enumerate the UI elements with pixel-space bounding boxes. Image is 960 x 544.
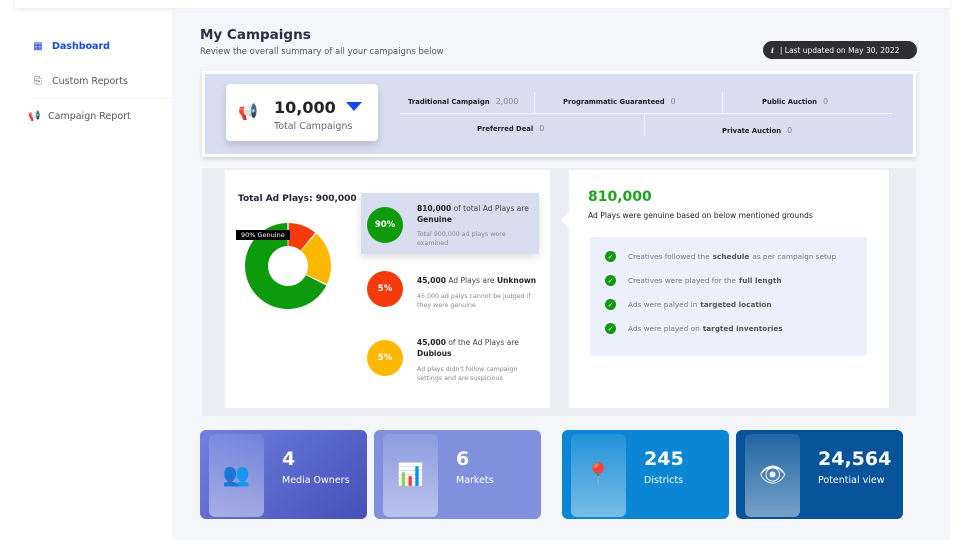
donut-tooltip: 90% Genuine [236,230,290,240]
unknown-percent-badge: 5% [367,271,403,307]
donut-segment-genuine[interactable] [245,223,327,309]
top-bar [15,0,950,8]
sidebar: ▦ Dashboard ⎘ Custom Reports 📢 Campaign Rep… [15,14,170,544]
megaphone-icon: 📢 [28,110,41,122]
stat-programmatic-guaranteed: Programmatic Guaranteed 0 [563,97,676,106]
genuine-description: Ad Plays were genuine based on below men… [588,211,813,220]
donut-segment-unknown[interactable] [288,223,316,251]
eye-icon: 👁 [745,434,800,517]
total-campaigns-value: 10,000 [274,98,336,117]
check-icon: ✓ [605,251,616,262]
info-icon: i [771,45,774,55]
check-icon: ✓ [605,275,616,286]
ground-item: ✓ Ads were palyed in targeted location [605,299,775,310]
genuine-percent-badge: 90% [367,207,403,243]
divider [722,92,723,113]
unknown-desc: 45,000 ad palys cannot be judged if they… [417,293,531,309]
ground-item: ✓ Creatives were played for the full lengt… [605,275,785,286]
ad-plays-donut [245,223,331,309]
page-title: My Campaigns [200,27,311,43]
grid-icon: ▦ [33,40,43,52]
ground-item: ✓ Ads were played on targted inventories [605,323,786,334]
total-ad-plays: Total Ad Plays: 900,000 [238,194,357,204]
unknown-text: 45,000 Ad Plays are Unknown [417,276,537,285]
sidebar-item-dashboard[interactable]: ▦ Dashboard [33,40,110,52]
grounds-list: ✓ Creatives followed the schedule as per ca… [590,237,867,356]
last-updated-badge: i | Last updated on May 30, 2022 [763,41,917,59]
check-icon: ✓ [605,299,616,310]
dropdown-arrow-icon[interactable] [346,102,362,111]
pointer-notch [561,212,569,228]
total-campaigns-card: 📢 10,000 Total Campaigns [226,84,378,141]
divider [400,113,892,114]
stat-private-auction: Private Auction 0 [722,126,793,135]
people-icon: 👥 [209,434,264,517]
media-owners-card[interactable]: 👥 4 Media Owners [200,430,367,519]
stat-public-auction: Public Auction 0 [762,97,829,106]
stat-traditional-campaign: Traditional Campaign 2,000 [408,97,519,106]
megaphone-icon: 📢 [238,102,258,121]
divider [534,92,535,113]
districts-card[interactable]: 📍 245 Districts [562,430,729,519]
genuine-text: 810,000 of total Ad Plays are Genuine [417,204,529,224]
markets-card[interactable]: 📊 6 Markets [374,430,541,519]
potential-view-card[interactable]: 👁 24,564 Potential view [736,430,903,519]
page-subtitle: Review the overall summary of all your c… [200,47,444,57]
dubious-percent-badge: 5% [367,340,403,376]
genuine-value: 810,000 [588,189,652,205]
stat-preferred-deal: Preferred Deal 0 [477,124,545,133]
genuine-desc: Total 900,000 ad plays were examined [417,231,506,247]
map-pin-icon: 📍 [571,434,626,517]
sidebar-item-custom-reports[interactable]: ⎘ Custom Reports [32,65,187,97]
check-icon: ✓ [605,323,616,334]
donut-segment-dubious[interactable] [301,233,331,285]
dubious-desc: Ad plays didn't follow campaign settings… [417,366,518,382]
total-campaigns-label: Total Campaigns [274,121,353,132]
ground-item: ✓ Creatives followed the schedule as per ca… [605,251,836,262]
report-icon: ⎘ [34,75,42,87]
divider [644,114,645,136]
sidebar-item-campaign-report[interactable]: 📢 Campaign Report [28,110,131,122]
growth-chart-icon: 📊 [383,434,438,517]
dubious-text: 45,000 of the Ad Plays are Dubious [417,338,519,358]
